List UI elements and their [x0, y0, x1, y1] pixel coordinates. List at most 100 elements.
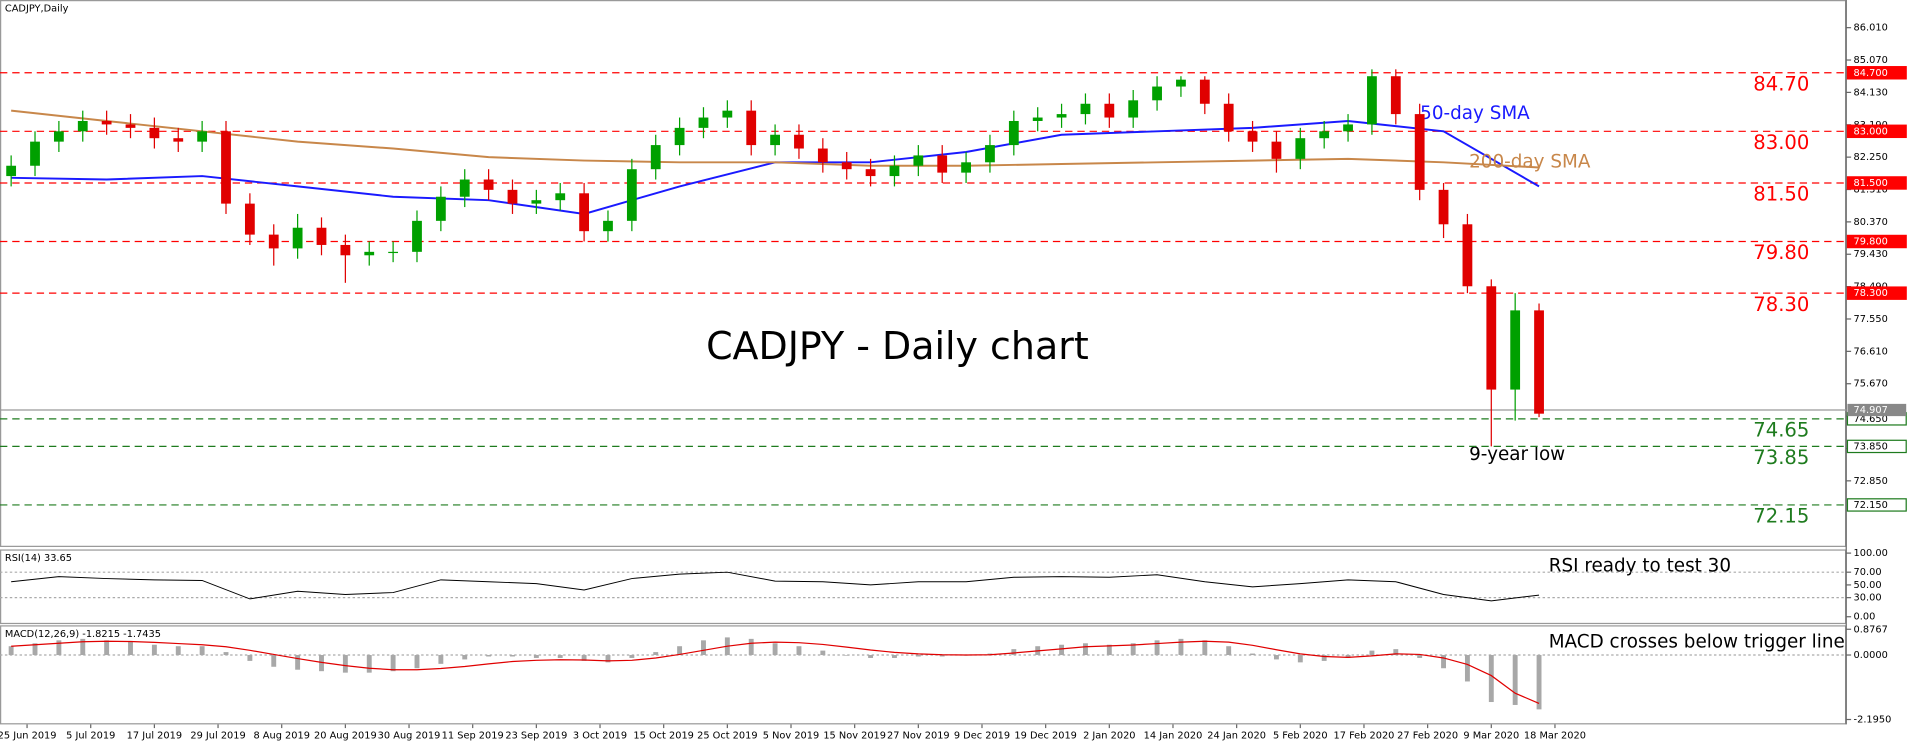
candle-body: [698, 117, 709, 128]
last-price-box: [1847, 403, 1907, 417]
x-tick-label: 11 Sep 2019: [442, 730, 504, 741]
rsi-line: [11, 571, 1540, 602]
y-tick-label: 81.310: [1854, 185, 1888, 196]
y-tick-label: 0.0000: [1854, 650, 1888, 661]
macd-bar: [1250, 653, 1256, 656]
level-axis-label: 79.800: [1854, 237, 1888, 248]
candle-body: [889, 165, 900, 177]
candle-body: [674, 127, 685, 146]
x-tick-label: 17 Jul 2019: [127, 730, 182, 741]
x-tick-label: 3 Oct 2019: [573, 730, 627, 741]
x-tick-label: 18 Mar 2020: [1524, 730, 1586, 741]
candle-body: [1414, 114, 1425, 190]
candle-body: [388, 251, 399, 254]
macd-bar: [653, 652, 659, 656]
macd-bar: [796, 646, 802, 656]
candle-body: [1080, 103, 1091, 115]
level-box: [1846, 234, 1907, 249]
x-tick-label: 25 Oct 2019: [697, 730, 757, 741]
candle-body: [1223, 103, 1234, 132]
x-tick-label: 2 Jan 2020: [1083, 730, 1135, 741]
candle-body: [1390, 76, 1401, 115]
candle-body: [77, 120, 88, 132]
level-box: [1846, 286, 1907, 300]
macd-bar: [56, 640, 62, 656]
y-tick-label: 72.850: [1854, 476, 1888, 487]
macd-bar: [8, 646, 14, 656]
low-note: 9-year low: [1469, 444, 1565, 465]
candle-body: [1008, 120, 1019, 146]
macd-bar: [844, 655, 850, 656]
x-tick-label: 5 Jul 2019: [66, 730, 115, 741]
y-tick-label: 84.130: [1854, 87, 1888, 98]
candle-body: [1128, 100, 1139, 118]
level-label: 78.30: [1753, 293, 1809, 316]
sma-label: 50-day SMA: [1420, 103, 1530, 124]
candle-body: [1152, 86, 1162, 101]
macd-annotation: MACD crosses below trigger line: [1549, 631, 1845, 652]
macd-bar: [533, 655, 539, 658]
candle-body: [770, 134, 780, 146]
candle-body: [555, 193, 566, 201]
candle-body: [841, 162, 852, 170]
macd-bar: [1464, 655, 1470, 682]
candle-body: [746, 110, 757, 146]
macd-bar: [868, 655, 874, 658]
level-label: 79.80: [1753, 241, 1809, 264]
x-tick-label: 5 Feb 2020: [1273, 730, 1328, 741]
candle-body: [268, 234, 279, 249]
level-label: 83.00: [1753, 131, 1809, 154]
macd-bar: [1488, 655, 1494, 703]
level-box: [1846, 124, 1907, 139]
x-tick-label: 15 Oct 2019: [633, 730, 693, 741]
x-tick-label: 17 Feb 2020: [1334, 730, 1395, 741]
level-axis-label: 83.000: [1854, 126, 1888, 137]
candle-body: [937, 155, 948, 173]
x-tick-label: 9 Dec 2019: [954, 730, 1010, 741]
candle-body: [53, 131, 64, 142]
y-tick-label: 0.00: [1854, 612, 1876, 623]
macd-bar: [939, 655, 945, 657]
macd-bar: [748, 638, 754, 656]
candle-body: [1199, 79, 1210, 104]
x-tick-label: 27 Nov 2019: [887, 730, 950, 741]
macd-bar: [80, 638, 86, 656]
candle-body: [1343, 124, 1353, 132]
macd-bar: [701, 640, 706, 656]
macd-bar: [1321, 655, 1327, 661]
candle-body: [1104, 103, 1115, 118]
macd-bar: [1512, 655, 1518, 705]
candle-body: [221, 131, 231, 204]
chart-title: CADJPY,Daily: [5, 4, 69, 15]
macd-bar: [342, 655, 348, 673]
level-axis-label: 84.700: [1854, 68, 1888, 79]
x-tick-label: 24 Jan 2020: [1207, 730, 1266, 741]
y-tick-label: 77.550: [1854, 314, 1888, 325]
macd-bar: [1226, 646, 1232, 656]
y-tick-label: 0.8767: [1854, 624, 1888, 635]
candle-body: [101, 120, 112, 125]
candle-body: [817, 148, 828, 163]
level-axis-label: 81.500: [1854, 178, 1888, 189]
candle-body: [292, 227, 303, 249]
level-box: [1846, 66, 1907, 80]
macd-bar: [104, 640, 110, 656]
candle-body: [316, 227, 327, 245]
macd-bar: [199, 646, 205, 656]
candle-body: [412, 220, 422, 252]
candle-body: [340, 244, 351, 256]
candle-body: [1534, 310, 1544, 414]
x-tick-label: 8 Aug 2019: [253, 730, 309, 741]
y-tick-label: 82.250: [1854, 152, 1888, 163]
macd-bar: [1106, 644, 1112, 656]
macd-bar: [1536, 655, 1542, 710]
rsi-title: RSI(14) 33.65: [5, 553, 72, 564]
y-tick-label: 100.00: [1854, 548, 1888, 559]
candle-body: [30, 141, 40, 166]
main-panel: [0, 0, 1847, 547]
candle-body: [1056, 114, 1067, 118]
candle-body: [961, 162, 971, 173]
sma-line: [11, 109, 1540, 169]
